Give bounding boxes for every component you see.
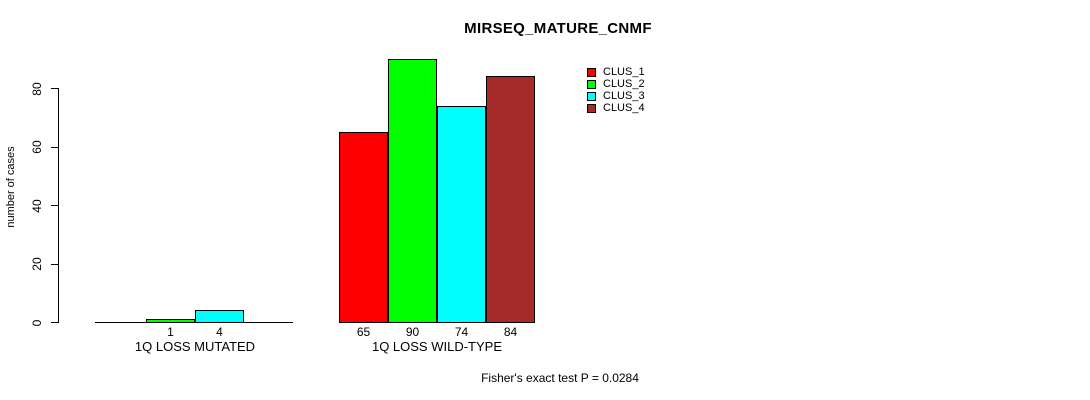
y-axis-tick: [50, 322, 58, 323]
bar-clus_2-2: [388, 58, 437, 323]
annotation-fisher-test: Fisher's exact test P = 0.0284: [481, 371, 639, 385]
y-tick-label: 20: [30, 257, 44, 271]
bar-value-label: 74: [454, 325, 469, 339]
legend-label: CLUS_1: [603, 66, 645, 78]
x-group-label: 1Q LOSS WILD-TYPE: [371, 339, 503, 354]
legend-item-clus_1: CLUS_1: [587, 66, 645, 78]
bar-clus_3-2: [437, 105, 486, 323]
legend-label: CLUS_2: [603, 78, 645, 90]
y-tick-label: 80: [30, 81, 44, 96]
x-group-label: 1Q LOSS MUTATED: [134, 339, 256, 354]
bar-value-label: 65: [356, 325, 371, 339]
legend-swatch-icon: [587, 103, 596, 113]
bar-clus_1-2: [339, 131, 388, 323]
bar-value-label: 90: [405, 325, 420, 339]
legend-item-clus_4: CLUS_4: [587, 102, 645, 114]
legend-swatch-icon: [587, 67, 596, 77]
bar-value-label: 84: [503, 325, 518, 339]
y-axis-tick: [50, 146, 58, 148]
y-tick-label: 40: [30, 198, 44, 213]
y-axis-tick: [50, 205, 58, 206]
legend-item-clus_2: CLUS_2: [587, 78, 645, 90]
legend: CLUS_1 CLUS_2 CLUS_3 CLUS_4: [587, 66, 645, 114]
y-axis-tick: [50, 263, 58, 265]
legend-label: CLUS_4: [603, 102, 645, 114]
legend-label: CLUS_3: [603, 90, 645, 102]
legend-swatch-icon: [587, 79, 596, 89]
y-axis-tick: [50, 88, 58, 89]
y-tick-label: 0: [30, 319, 44, 326]
y-axis-label: number of cases: [5, 146, 17, 228]
y-axis-line: [57, 88, 59, 323]
y-tick-label: 60: [30, 140, 44, 154]
legend-item-clus_3: CLUS_3: [587, 90, 645, 102]
bar-clus_4-2: [486, 76, 535, 323]
bar-value-label: 1: [167, 325, 174, 339]
bar-value-label: 4: [216, 325, 223, 339]
legend-swatch-icon: [587, 91, 596, 101]
bar-clus_2-1: [146, 319, 195, 323]
bar-clus_3-1: [195, 310, 244, 323]
chart-title: MIRSEQ_MATURE_CNMF: [464, 20, 652, 37]
